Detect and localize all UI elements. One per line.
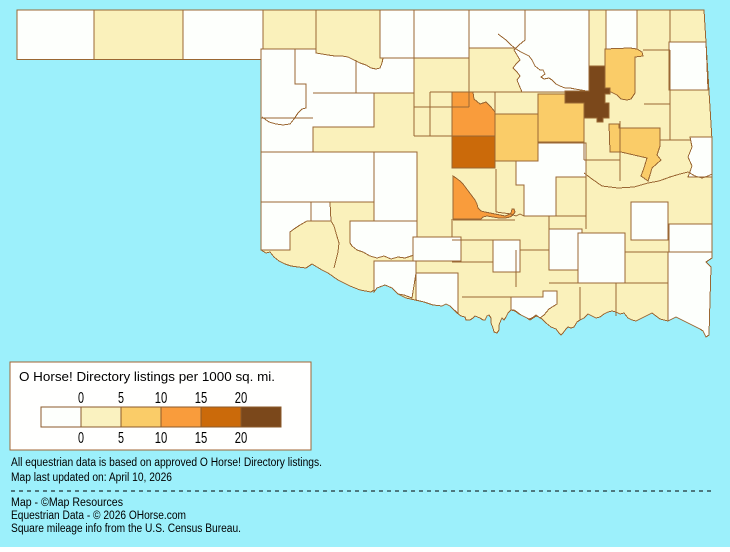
- svg-text:15: 15: [195, 390, 208, 407]
- svg-text:20: 20: [235, 390, 248, 407]
- svg-text:All equestrian data is based o: All equestrian data is based on approved…: [11, 457, 322, 469]
- svg-text:O Horse! Directory listings pe: O Horse! Directory listings per 1000 sq.…: [19, 369, 275, 384]
- svg-text:10: 10: [155, 430, 168, 447]
- svg-text:Map last updated on: April 10,: Map last updated on: April 10, 2026: [11, 472, 172, 484]
- svg-text:0: 0: [78, 430, 84, 447]
- svg-text:15: 15: [195, 430, 208, 447]
- svg-text:Square mileage info from the U: Square mileage info from the U.S. Census…: [11, 523, 241, 535]
- svg-text:5: 5: [118, 430, 124, 447]
- svg-text:20: 20: [235, 430, 248, 447]
- svg-text:10: 10: [155, 390, 168, 407]
- svg-text:5: 5: [118, 390, 124, 407]
- svg-text:Map - ©Map Resources: Map - ©Map Resources: [11, 497, 123, 509]
- svg-text:0: 0: [78, 390, 84, 407]
- svg-text:Equestrian Data - © 2026 OHors: Equestrian Data - © 2026 OHorse.com: [11, 510, 186, 522]
